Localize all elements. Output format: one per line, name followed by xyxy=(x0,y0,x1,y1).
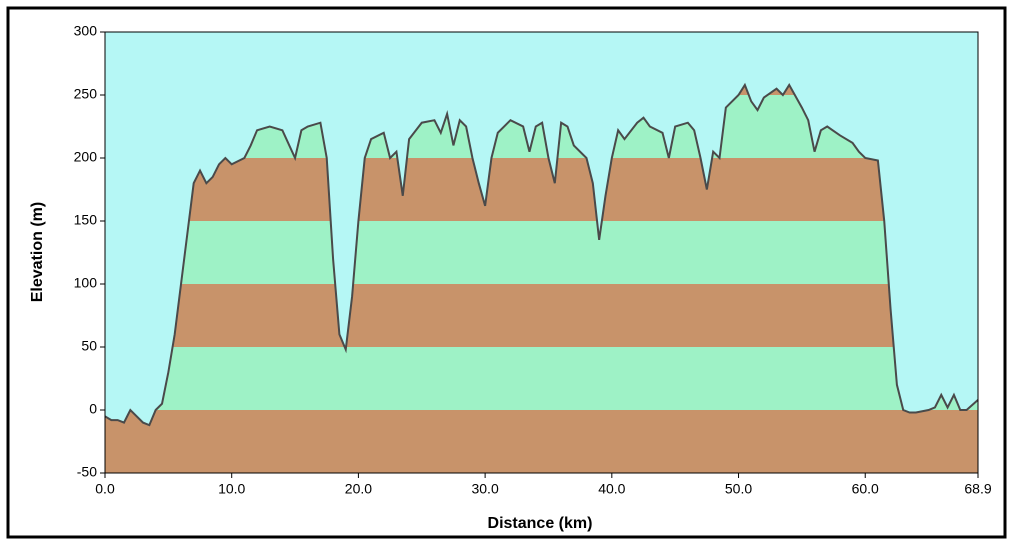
x-tick-label: 50.0 xyxy=(725,481,752,497)
y-tick-label: 0 xyxy=(89,401,97,417)
plot-border xyxy=(104,31,979,474)
elevation-band xyxy=(105,347,978,410)
elevation-line xyxy=(104,82,979,427)
y-tick-label: 50 xyxy=(81,338,97,354)
elevation-band xyxy=(105,284,978,347)
x-tick-label: 60.0 xyxy=(852,481,879,497)
x-tick-label: 40.0 xyxy=(598,481,625,497)
elevation-band xyxy=(105,158,978,221)
frame xyxy=(6,6,1007,539)
y-tick-label: 250 xyxy=(74,86,98,102)
y-tick-label: 200 xyxy=(74,149,98,165)
elevation-band xyxy=(105,221,978,284)
elevation-band xyxy=(105,410,978,473)
x-axis-label: Distance (km) xyxy=(488,515,593,532)
y-tick-label: 300 xyxy=(74,23,98,39)
x-tick-label: 0.0 xyxy=(95,481,115,497)
y-tick-label: 150 xyxy=(74,212,98,228)
x-tick-label: 10.0 xyxy=(218,481,245,497)
x-tick-label: 68.9 xyxy=(964,481,991,497)
y-tick-label: -50 xyxy=(77,464,97,480)
x-tick-label: 30.0 xyxy=(471,481,498,497)
y-axis-label: Elevation (m) xyxy=(29,202,46,302)
y-tick-label: 100 xyxy=(74,275,98,291)
x-tick-label: 20.0 xyxy=(345,481,372,497)
